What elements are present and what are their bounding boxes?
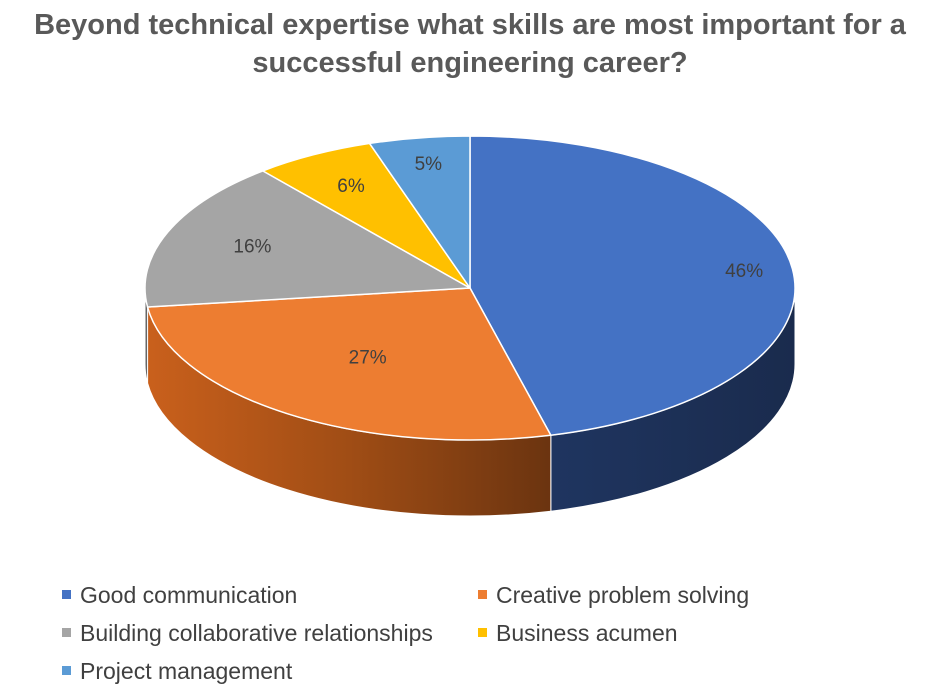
pie-label-layer: 46% 27% 16% 6% 5% — [233, 154, 763, 369]
data-label-creative-problem-solving: 27% — [349, 347, 387, 368]
legend-item-good-communication: Good communication — [62, 578, 297, 612]
legend-row: Project management — [62, 654, 902, 692]
pie-slice-creative-problem-solving — [146, 287, 552, 441]
legend-row: Building collaborative relationships Bus… — [62, 616, 902, 654]
pie-top-layer — [144, 135, 796, 441]
chart-title: Beyond technical expertise what skills a… — [34, 9, 906, 79]
legend-label-building-collaborative-relationships: Building collaborative relationships — [80, 620, 433, 646]
data-label-building-collaborative-relationships: 16% — [233, 237, 271, 258]
legend-item-building-collaborative-relationships: Building collaborative relationships — [62, 616, 433, 650]
legend-swatch-good-communication — [62, 590, 71, 600]
legend-swatch-project-management — [62, 666, 71, 676]
legend-item-project-management: Project management — [62, 654, 292, 688]
legend: Good communication Creative problem solv… — [62, 578, 902, 692]
legend-label-project-management: Project management — [80, 658, 293, 684]
legend-swatch-business-acumen — [478, 628, 487, 638]
data-label-business-acumen: 6% — [337, 176, 365, 197]
pie-slice-business-acumen — [262, 142, 471, 289]
pie-slice-good-communication — [469, 135, 796, 436]
pie-slice-building-collaborative-relationships — [144, 170, 471, 308]
legend-swatch-creative-problem-solving — [478, 590, 487, 600]
legend-label-creative-problem-solving: Creative problem solving — [496, 582, 750, 608]
legend-label-good-communication: Good communication — [80, 582, 298, 608]
pie-slice-project-management — [368, 135, 471, 289]
legend-item-creative-problem-solving: Creative problem solving — [478, 578, 749, 612]
legend-row: Good communication Creative problem solv… — [62, 578, 902, 616]
data-label-good-communication: 46% — [725, 261, 763, 282]
legend-item-business-acumen: Business acumen — [478, 616, 678, 650]
legend-swatch-building-collaborative-relationships — [62, 628, 71, 638]
pie-chart: 46% 27% 16% 6% 5% — [144, 135, 796, 517]
legend-label-business-acumen: Business acumen — [496, 620, 678, 646]
data-label-project-management: 5% — [415, 154, 443, 175]
